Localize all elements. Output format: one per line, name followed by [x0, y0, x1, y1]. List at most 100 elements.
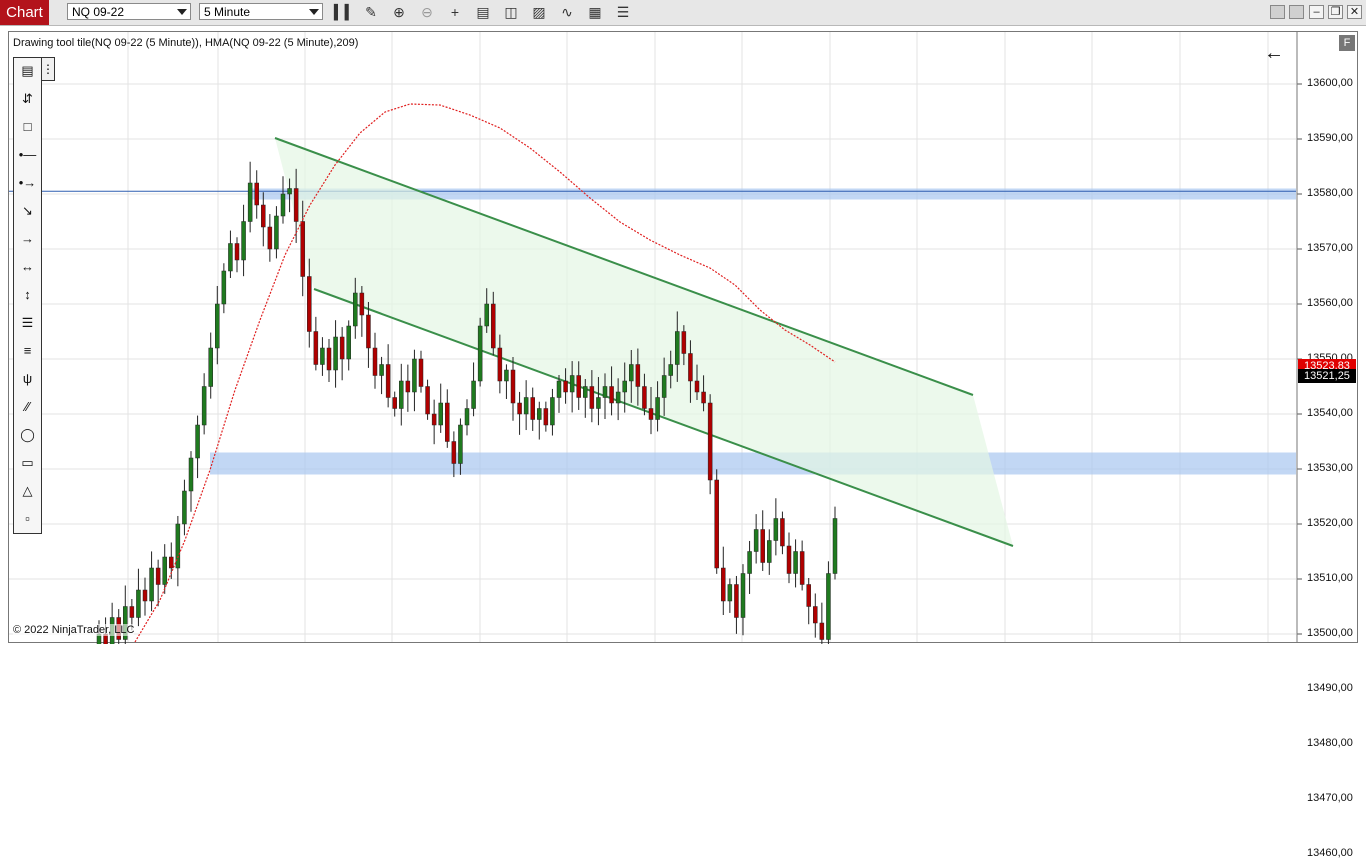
candle-body — [201, 386, 207, 426]
ellipse-icon[interactable]: ◯ — [20, 427, 35, 442]
extended-line-icon[interactable]: → — [21, 231, 34, 246]
strategies-icon[interactable]: ∿ — [561, 4, 573, 20]
candle-body — [353, 292, 358, 327]
candle-body — [806, 584, 811, 607]
fibonacci-retracement-icon[interactable]: ☰ — [21, 315, 34, 330]
candle-body — [635, 364, 641, 387]
candle-body — [392, 397, 397, 409]
candle-body — [734, 584, 739, 618]
interval-selector[interactable]: 5 Minute — [199, 3, 323, 20]
candle-body — [602, 386, 608, 398]
price-axis-label: 13590,00 — [1307, 132, 1353, 144]
price-axis-label: 13500,00 — [1307, 627, 1353, 639]
zoom-out-icon[interactable]: ⊖ — [421, 4, 433, 20]
zone-rectangle — [248, 188, 1296, 200]
candle-body — [523, 397, 529, 415]
price-axis-label: 13470,00 — [1307, 792, 1353, 804]
candle-body — [714, 479, 719, 569]
templates-icon[interactable]: ▦ — [588, 4, 602, 20]
rectangle-icon[interactable]: ▭ — [21, 455, 34, 470]
candle-body — [622, 380, 627, 393]
zoom-in-icon[interactable]: ⊕ — [393, 4, 405, 20]
price-axis-label: 13460,00 — [1307, 847, 1353, 859]
tile-icon[interactable] — [1270, 5, 1285, 19]
candles — [96, 161, 838, 644]
price-chart[interactable] — [0, 0, 1366, 644]
candle-body — [267, 226, 273, 250]
bars-icon[interactable]: ▍▍ — [334, 4, 356, 20]
candle-body — [793, 551, 798, 574]
crosshair-icon[interactable]: + — [450, 4, 460, 20]
instrument-value: NQ 09-22 — [72, 5, 125, 19]
maximize-icon[interactable]: ❐ — [1328, 5, 1343, 19]
price-axis-label: 13600,00 — [1307, 77, 1353, 89]
candle-body — [399, 380, 404, 409]
candle-body — [688, 353, 693, 382]
chart-panel[interactable] — [8, 31, 1358, 643]
risk-reward-icon[interactable]: ⇵ — [22, 91, 33, 106]
candle-body — [313, 331, 319, 365]
arrow-line-icon[interactable]: ↘ — [22, 203, 33, 218]
candle-body — [497, 347, 503, 382]
chart-header: Drawing tool tile(NQ 09-22 (5 Minute)), … — [13, 37, 359, 49]
price-axis-label: 13530,00 — [1307, 462, 1353, 474]
ray-icon[interactable]: •→ — [18, 175, 37, 190]
candle-body — [701, 391, 706, 404]
candle-body — [287, 188, 292, 195]
arrow-left-icon[interactable]: ← — [1264, 42, 1284, 64]
fibonacci-extension-icon[interactable]: ≡ — [23, 343, 32, 358]
candle-body — [589, 386, 595, 409]
price-axis-label: 13480,00 — [1307, 737, 1353, 749]
candle-body — [740, 573, 746, 618]
candle-body — [339, 336, 345, 360]
price-axis-label: 13490,00 — [1307, 682, 1353, 694]
candle-body — [694, 380, 700, 393]
candle-body — [471, 380, 476, 409]
candle-body — [569, 375, 575, 393]
data-box-icon[interactable]: ▤ — [476, 4, 490, 20]
candle-body — [320, 347, 325, 365]
candle-body — [832, 518, 838, 574]
candle-body — [438, 402, 443, 426]
hma-line-path — [134, 103, 836, 643]
parallel-lines-icon[interactable]: ∕∕ — [25, 399, 30, 414]
candle-body — [385, 364, 391, 398]
candle-body — [418, 358, 424, 387]
candle-body — [747, 551, 752, 574]
candle-body — [563, 380, 568, 393]
candle-body — [293, 188, 299, 222]
minimize-icon[interactable]: – — [1309, 5, 1324, 19]
close-icon[interactable]: ✕ — [1347, 5, 1362, 19]
instrument-selector[interactable]: NQ 09-22 — [67, 3, 191, 20]
ruler-icon[interactable]: ▤ — [21, 63, 34, 78]
horizontal-line-icon[interactable]: ↔ — [21, 259, 34, 274]
toolbox-grip[interactable]: ⋮ — [42, 57, 55, 81]
pencil-icon[interactable]: ✎ — [365, 4, 377, 20]
price-axis-label: 13540,00 — [1307, 407, 1353, 419]
indicators-icon[interactable]: ▨ — [532, 4, 546, 20]
candle-body — [451, 441, 457, 464]
andrews-pitchfork-icon[interactable]: ψ — [22, 371, 33, 386]
vertical-line-icon[interactable]: ↕ — [24, 287, 31, 302]
interval-value: 5 Minute — [204, 5, 251, 19]
f-button[interactable]: F — [1339, 35, 1355, 51]
candle-body — [780, 518, 785, 547]
candle-body — [405, 380, 411, 393]
candle-body — [366, 314, 371, 349]
line-icon[interactable]: •— — [18, 147, 37, 162]
price-axis-label: 13570,00 — [1307, 242, 1353, 254]
channel-lower-line — [313, 288, 1014, 547]
candle-body — [208, 347, 213, 387]
candle-body — [280, 193, 286, 217]
menu-icon[interactable]: ☰ — [616, 4, 630, 20]
tile-icon[interactable] — [1289, 5, 1304, 19]
regression-channel — [274, 137, 1014, 547]
properties-icon[interactable]: ◫ — [504, 4, 518, 20]
text-tool-icon[interactable]: ▫ — [25, 511, 30, 526]
tab-chart[interactable]: Chart — [0, 0, 49, 25]
candle-body — [425, 386, 430, 415]
candle-body — [234, 243, 240, 261]
drawing-toolbox — [13, 57, 42, 534]
triangle-icon[interactable]: △ — [22, 483, 33, 498]
region-icon[interactable]: □ — [23, 119, 32, 134]
